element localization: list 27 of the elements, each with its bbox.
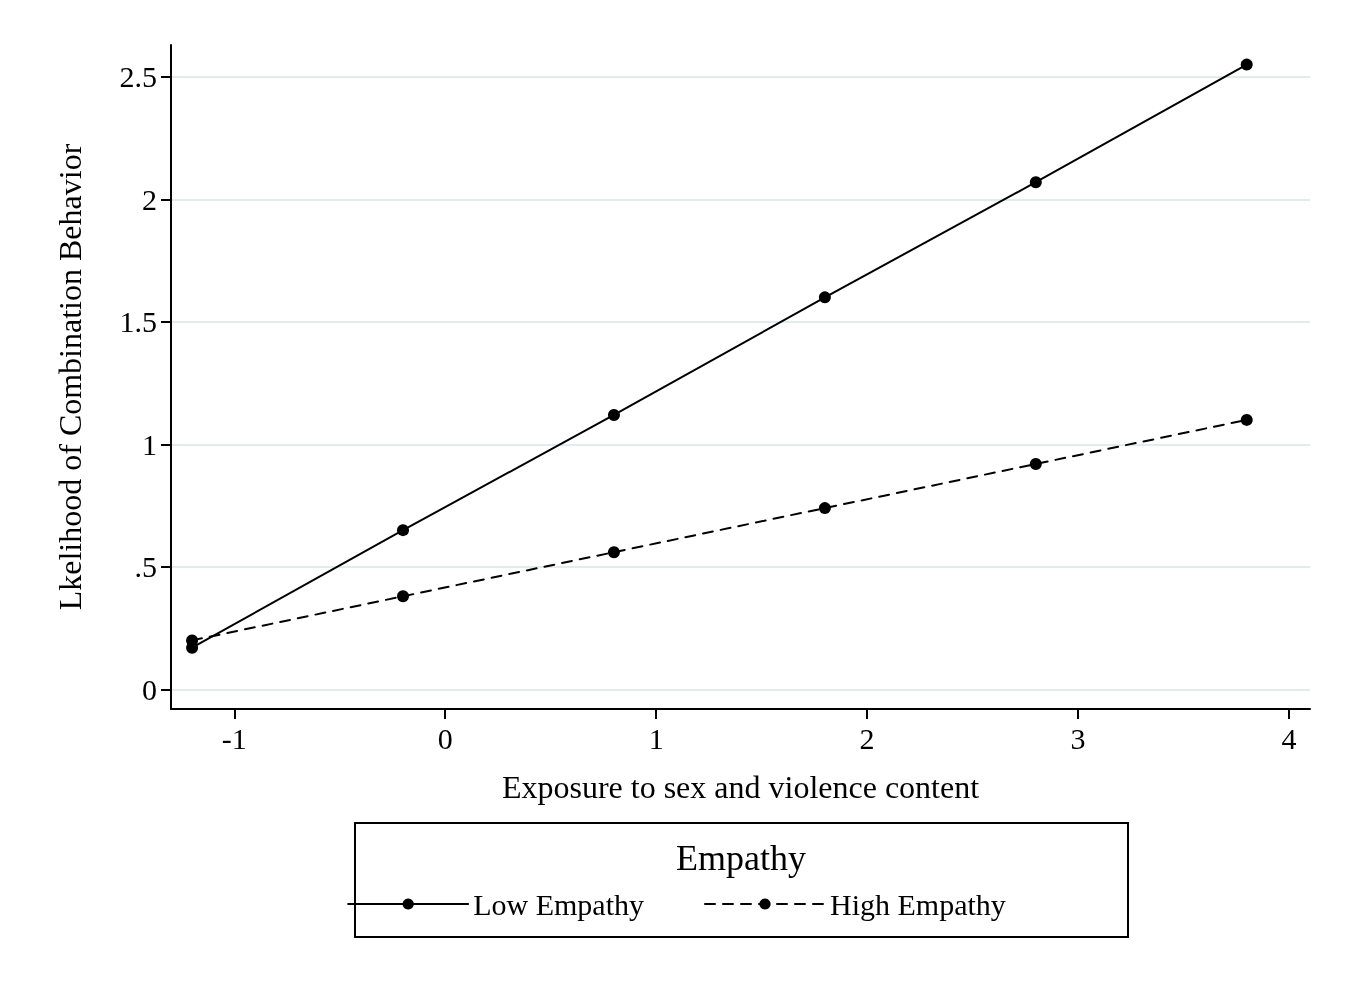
x-axis-title: Exposure to sex and violence content xyxy=(501,769,980,805)
x-tick-label: -1 xyxy=(221,721,247,755)
y-tick-label: .5 xyxy=(134,550,157,584)
y-axis-title: Lkelihood of Combination Behavior xyxy=(52,143,88,611)
point xyxy=(818,502,831,515)
y-tick-label: 2.5 xyxy=(119,60,157,94)
legend-title: Empathy xyxy=(676,838,806,878)
point xyxy=(397,590,410,603)
x-tick-label: 4 xyxy=(1281,721,1297,755)
point xyxy=(607,546,620,559)
point xyxy=(1240,413,1253,426)
x-tick-label: 2 xyxy=(859,721,875,755)
y-tick-label: 1 xyxy=(142,427,157,461)
x-tick-label: 3 xyxy=(1070,721,1086,755)
point xyxy=(1029,457,1042,470)
y-tick-label: 2 xyxy=(142,182,157,216)
point xyxy=(1240,58,1253,71)
y-tick-label: 0 xyxy=(142,672,157,706)
point xyxy=(1029,176,1042,189)
x-tick-label: 0 xyxy=(437,721,453,755)
point xyxy=(397,524,410,537)
point xyxy=(818,291,831,304)
point xyxy=(607,408,620,421)
legend-label: Low Empathy xyxy=(473,887,645,921)
x-tick-label: 1 xyxy=(648,721,664,755)
legend-label: High Empathy xyxy=(830,887,1006,921)
y-tick-label: 1.5 xyxy=(119,305,157,339)
